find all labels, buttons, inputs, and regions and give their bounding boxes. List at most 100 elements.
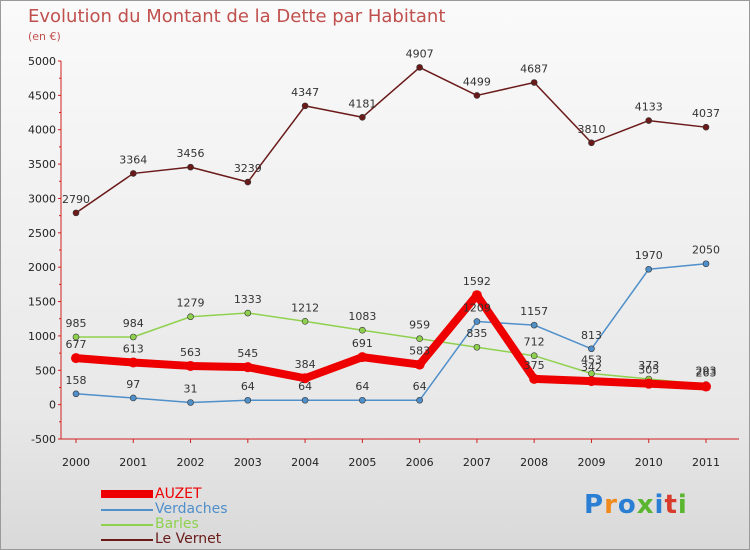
data-label-auzet: 384 [295, 358, 316, 371]
data-label-le-vernet: 2790 [62, 193, 90, 206]
data-point-barles [530, 352, 538, 360]
data-label-le-vernet: 4037 [692, 107, 720, 120]
y-tick-label: 1500 [28, 296, 56, 309]
data-label-barles: 1279 [177, 297, 205, 310]
data-label-verdaches: 1209 [463, 302, 491, 315]
x-tick-label: 2003 [234, 456, 262, 469]
data-point-auzet [414, 359, 425, 370]
data-label-le-vernet: 4347 [291, 86, 319, 99]
data-point-le-vernet [129, 170, 137, 177]
y-tick-label: 3500 [28, 158, 56, 171]
y-tick-label: -500 [31, 433, 56, 446]
data-point-barles [129, 333, 137, 341]
proxiti-logo: Proxiti [584, 490, 688, 520]
data-label-le-vernet: 4499 [463, 75, 491, 88]
data-point-le-vernet [244, 178, 252, 186]
data-point-barles [244, 309, 252, 317]
chart-title: Evolution du Montant de la Dette par Hab… [28, 6, 446, 27]
data-point-verdaches [645, 265, 653, 273]
x-tick-label: 2002 [177, 456, 205, 469]
data-point-barles [301, 318, 309, 325]
data-label-barles: 373 [638, 359, 659, 372]
data-point-verdaches [702, 260, 710, 268]
chart-axes: -500 0 500 1000 1500 2000 2500 3000 3500 4000 4500… [28, 55, 739, 469]
data-label-auzet: 545 [237, 347, 258, 360]
y-tick-label: 5000 [28, 55, 56, 68]
data-point-auzet [529, 373, 540, 384]
data-label-barles: 1212 [291, 301, 319, 314]
data-label-verdaches: 31 [184, 383, 198, 396]
data-label-auzet: 583 [409, 345, 430, 358]
data-label-le-vernet: 3364 [119, 153, 147, 166]
data-point-verdaches [72, 390, 80, 398]
data-label-barles: 959 [409, 319, 430, 332]
data-label-barles: 712 [524, 336, 545, 349]
logo-letter: o [617, 490, 637, 520]
data-label-verdaches: 2050 [692, 244, 720, 257]
logo-letter: i [677, 490, 688, 520]
data-point-le-vernet [473, 92, 481, 99]
data-point-barles [473, 343, 481, 351]
data-label-verdaches: 97 [126, 378, 140, 391]
data-label-barles: 453 [581, 354, 602, 367]
data-label-le-vernet: 4133 [635, 101, 663, 114]
series-line-barles [75, 312, 707, 386]
y-tick-label: 3000 [28, 192, 56, 205]
data-point-verdaches [530, 321, 538, 329]
logo-letter: t [664, 490, 678, 520]
data-point-barles [416, 335, 423, 343]
x-tick-label: 2004 [291, 456, 319, 469]
data-label-le-vernet: 3239 [234, 162, 262, 175]
y-tick-label: 4000 [28, 124, 56, 137]
logo-letter: r [604, 490, 618, 520]
logo-letter: x [636, 490, 655, 520]
logo-letter: P [584, 490, 605, 520]
data-point-verdaches [416, 396, 423, 404]
x-tick-label: 2006 [406, 456, 434, 469]
data-point-verdaches [588, 345, 595, 353]
data-point-auzet [185, 360, 196, 371]
series-layer [71, 64, 711, 406]
data-point-le-vernet [72, 209, 80, 217]
data-label-verdaches: 64 [413, 380, 427, 393]
y-tick-label: 1000 [28, 330, 56, 343]
data-label-barles: 1333 [234, 293, 262, 306]
data-label-layer: 2790 3364 3456 3239 4347 4181 4907 4499 4687 3810… [62, 47, 720, 395]
data-point-barles [187, 313, 194, 321]
data-point-auzet [242, 362, 253, 373]
data-label-verdaches: 1970 [635, 249, 663, 262]
x-tick-label: 2011 [692, 456, 720, 469]
data-label-le-vernet: 4687 [520, 63, 548, 76]
data-point-verdaches [473, 318, 481, 325]
data-label-auzet: 342 [581, 361, 602, 374]
data-label-auzet: 263 [696, 367, 717, 380]
data-label-auzet: 1592 [463, 275, 491, 288]
data-label-verdaches: 1157 [520, 305, 548, 318]
data-label-le-vernet: 4181 [348, 97, 376, 110]
data-label-barles: 293 [696, 364, 717, 377]
legend-swatch-barles [101, 524, 153, 526]
data-point-verdaches [301, 396, 309, 404]
data-point-le-vernet [301, 102, 309, 110]
data-label-verdaches: 158 [66, 374, 87, 387]
data-point-le-vernet [416, 64, 423, 71]
x-tick-label: 2005 [348, 456, 376, 469]
data-point-auzet [701, 381, 711, 392]
data-point-le-vernet [530, 79, 538, 86]
data-point-auzet [471, 290, 482, 301]
series-line-auzet [72, 291, 710, 391]
data-label-le-vernet: 4907 [406, 47, 434, 60]
data-point-le-vernet [187, 163, 194, 171]
legend-swatch-le-vernet [101, 539, 153, 541]
data-point-le-vernet [645, 117, 653, 124]
data-label-barles: 985 [66, 317, 87, 330]
data-point-auzet [300, 373, 311, 384]
data-point-barles [359, 326, 366, 334]
data-point-auzet [357, 352, 368, 363]
series-line-le-vernet [75, 66, 707, 214]
data-point-auzet [643, 378, 654, 389]
data-label-verdaches: 64 [241, 380, 255, 393]
data-label-barles: 984 [123, 317, 144, 330]
data-label-le-vernet: 3810 [577, 123, 605, 136]
